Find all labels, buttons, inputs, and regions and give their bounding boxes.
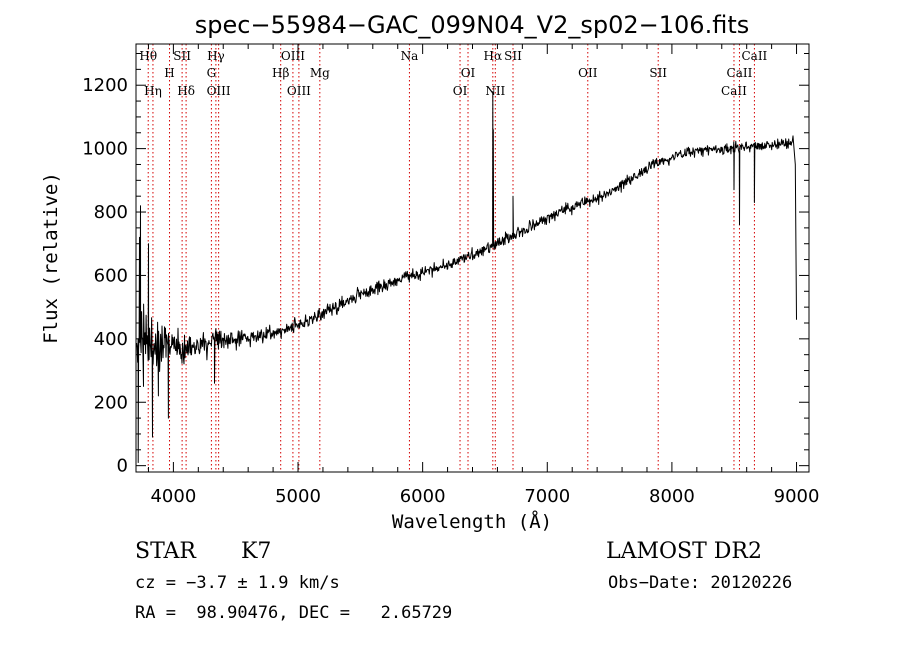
survey-name: LAMOST DR2 [606,539,762,564]
chart-title: spec−55984−GAC_099N04_V2_sp02−106.fits [195,11,749,39]
marker-label: OI [453,84,468,98]
object-subclass: K7 [241,539,272,564]
x-tick-label: 7000 [524,486,570,507]
y-axis-label: Flux (relative) [40,172,62,344]
marker-label: OI [461,66,476,80]
x-tick-label: 8000 [649,486,695,507]
marker-label: OII [578,66,598,80]
x-tick-label: 4000 [150,486,196,507]
marker-label: CaII [741,49,767,63]
y-tick-label: 800 [94,202,128,223]
marker-label: NII [485,84,505,98]
marker-label: SII [649,66,667,80]
marker-label: Na [401,49,419,63]
marker-label: Hβ [272,66,289,80]
axis-ticks: 4000 5000 6000 7000 8000 9000 0 200 400 600 800 100… [82,44,819,507]
marker-label: Hη [144,84,162,98]
y-tick-label: 400 [94,329,128,350]
marker-label: OIII [287,84,311,98]
marker-label: G [207,66,217,80]
observation-date: Obs−Date: 20120226 [608,573,793,593]
marker-label: SII [173,49,191,63]
marker-label: Hθ [139,49,157,63]
redshift-velocity: cz = −3.7 ± 1.9 km/s [135,573,340,593]
x-axis-label: Wavelength (Å) [392,510,552,533]
marker-label: Mg [310,66,330,80]
x-tick-label: 5000 [275,486,321,507]
spectrum-series [136,91,797,463]
coordinates: RA = 98.90476, DEC = 2.65729 [135,603,453,623]
y-tick-label: 0 [117,456,128,477]
marker-label: Hγ [207,49,225,63]
x-tick-label: 6000 [400,486,446,507]
marker-label: Hα [484,49,503,63]
y-tick-label: 600 [94,265,128,286]
marker-label: H [164,66,174,80]
marker-label: SII [504,49,522,63]
marker-label: Hδ [177,84,195,98]
y-tick-label: 1000 [82,139,128,160]
emission-line-markers: Hθ HηH SII Hδ Hγ G OIII Hβ OIII OIII Mg Na OI OI Hα NII… [139,44,768,472]
marker-label: CaII [727,66,753,80]
marker-label: OIII [281,49,305,63]
y-tick-label: 200 [94,392,128,413]
marker-label: OIII [207,84,231,98]
y-tick-label: 1200 [82,75,128,96]
spectrum-line [136,91,797,463]
object-class: STAR [135,539,196,564]
marker-label: CaII [721,84,747,98]
x-tick-label: 9000 [774,486,820,507]
